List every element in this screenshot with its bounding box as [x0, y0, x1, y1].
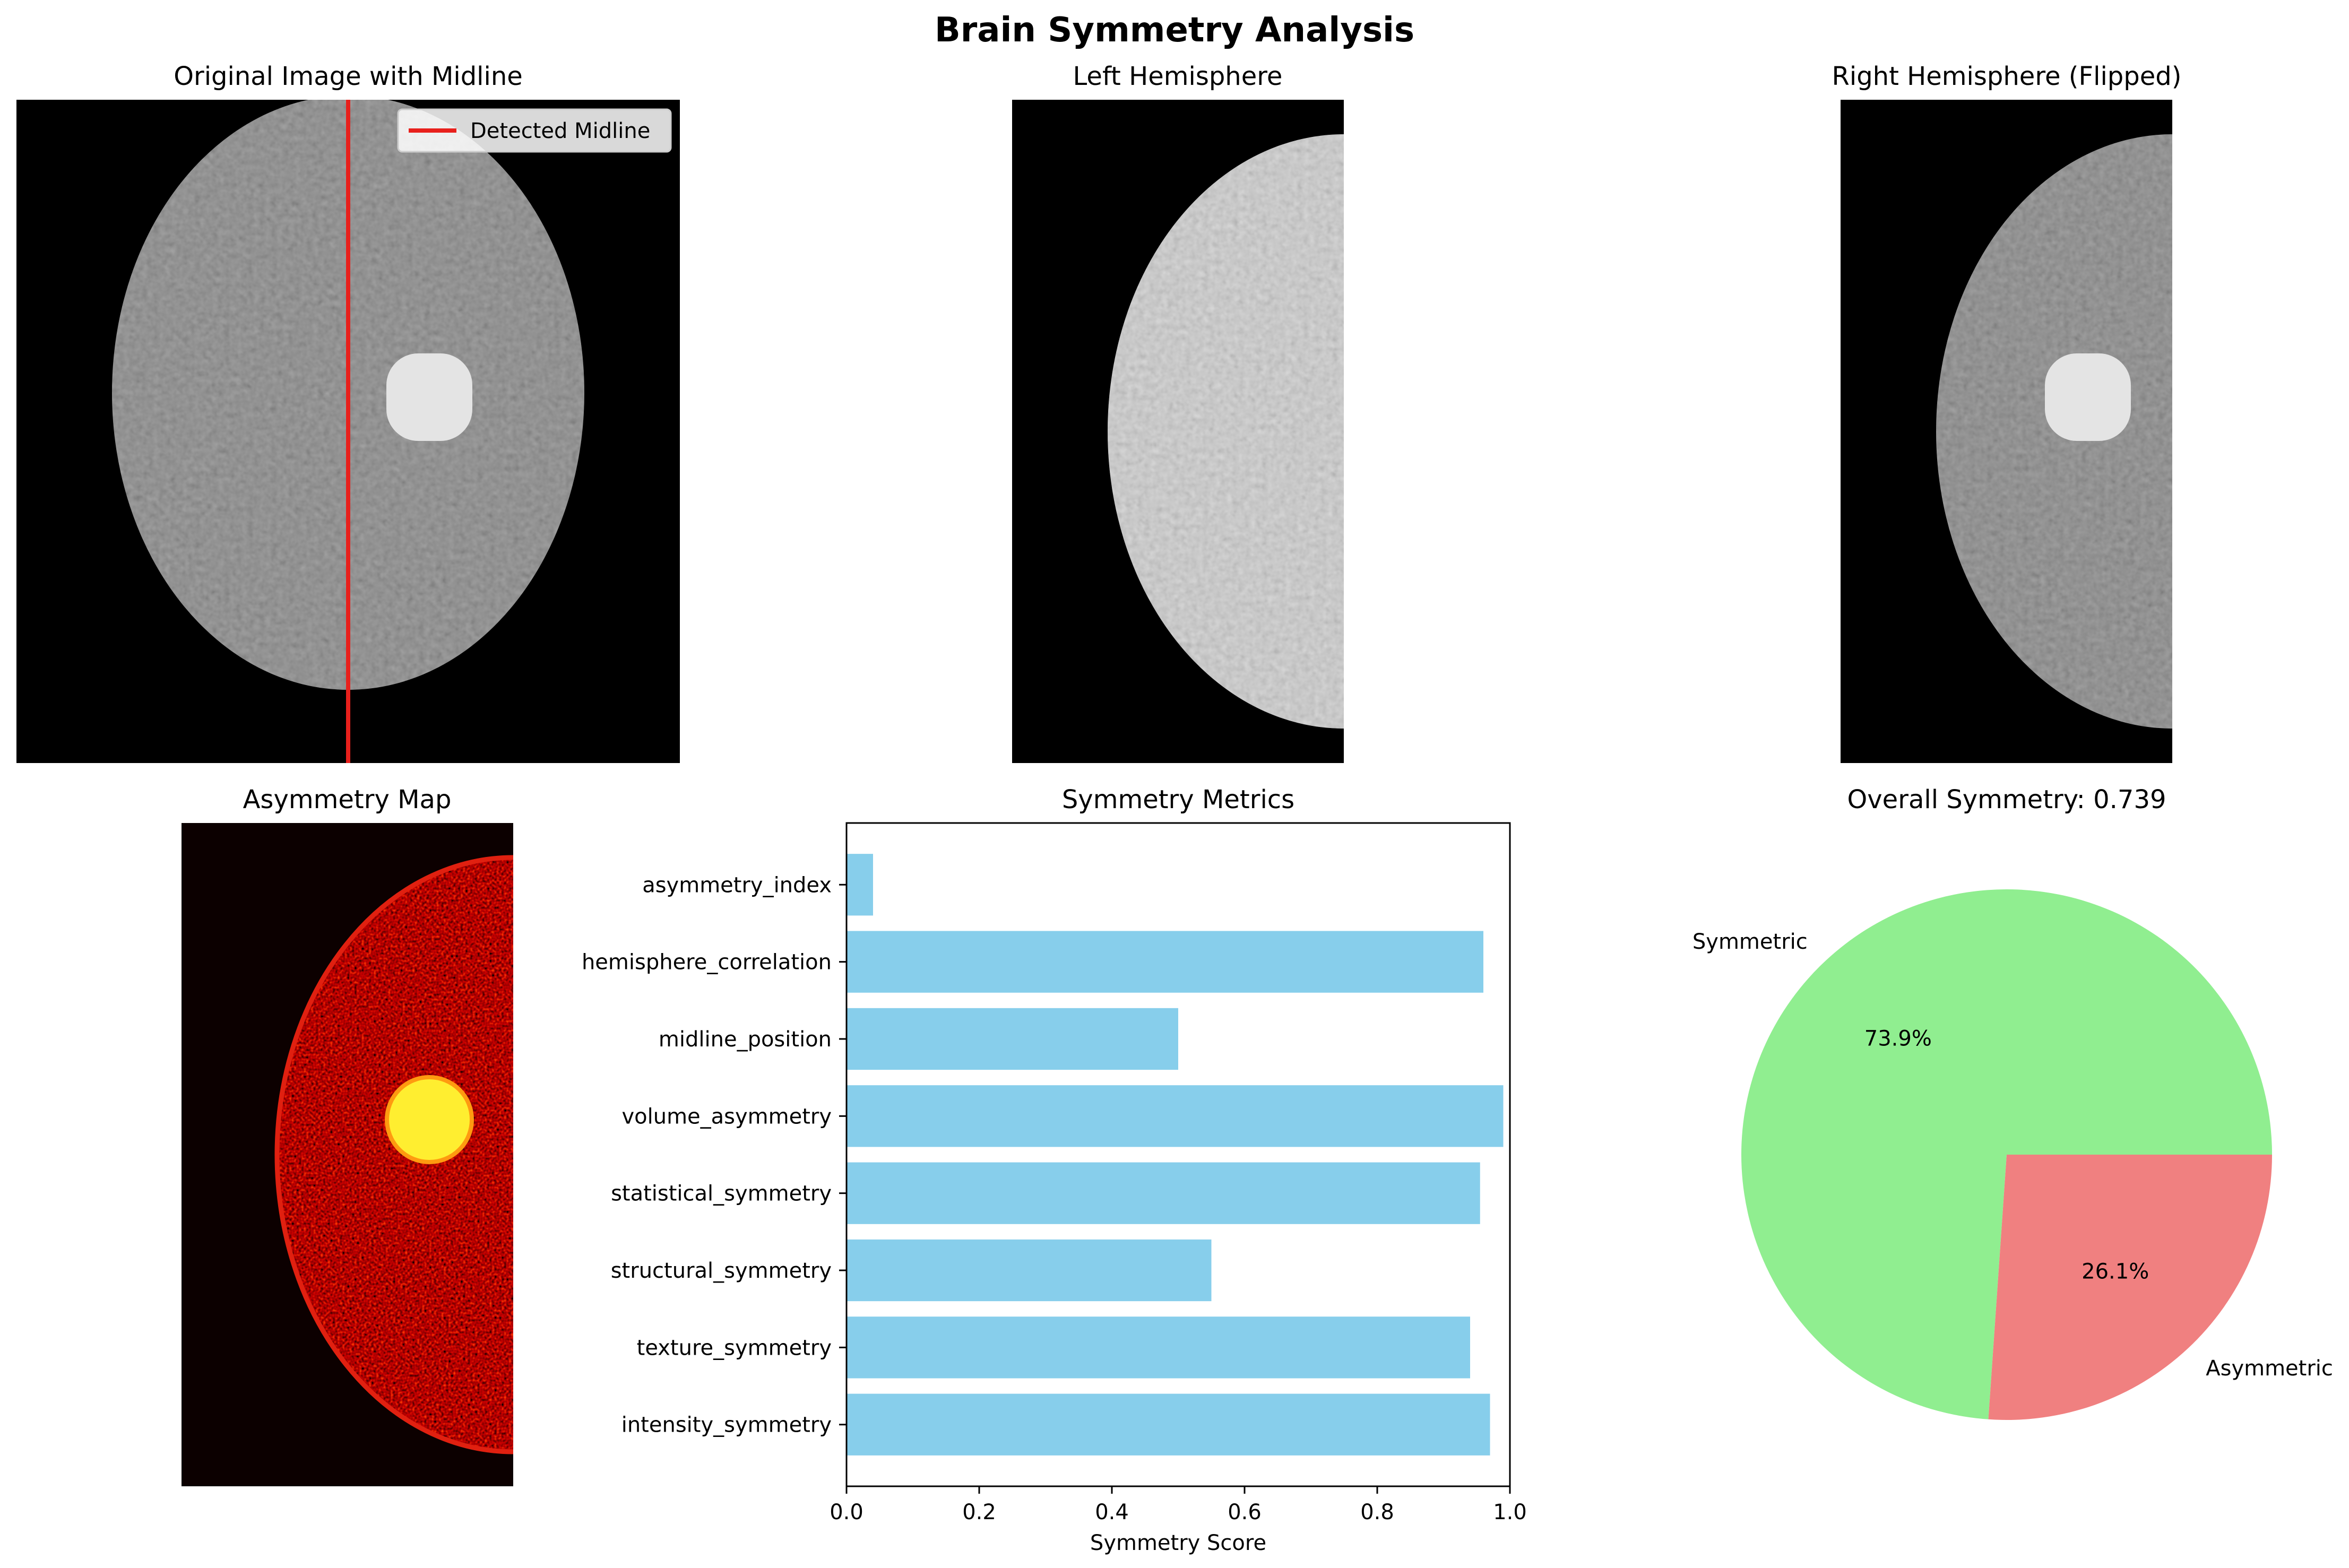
bar-volume_asymmetry: [847, 1085, 1504, 1147]
x-axis-label: Symmetry Score: [1090, 1531, 1266, 1555]
figure-title: Brain Symmetry Analysis: [935, 11, 1414, 50]
x-tick-label: 0.6: [1228, 1500, 1262, 1524]
pie-slice-symmetric: [1741, 889, 2272, 1419]
left-hemisphere-title: Left Hemisphere: [1073, 62, 1283, 91]
original-image-title: Original Image with Midline: [174, 62, 523, 91]
y-tick-label: hemisphere_correlation: [582, 950, 832, 975]
pie-label: Asymmetric: [2206, 1356, 2333, 1381]
pie-pct-label: 73.9%: [1864, 1027, 1932, 1051]
x-tick-label: 0.0: [830, 1500, 863, 1524]
pie-pct-label: 26.1%: [2082, 1259, 2149, 1284]
legend-label: Detected Midline: [470, 119, 650, 143]
asymmetry-hotspot: [387, 1077, 472, 1162]
x-tick-label: 1.0: [1493, 1500, 1527, 1524]
y-tick-label: volume_asymmetry: [621, 1104, 832, 1129]
overall-symmetry-pie: Symmetric 73.9% Asymmetric 26.1%: [1692, 889, 2333, 1420]
y-tick-label: structural_symmetry: [611, 1259, 832, 1283]
pie-label: Symmetric: [1692, 930, 1808, 954]
original-image-panel: [16, 100, 680, 763]
pie-slice-asymmetric: [1988, 1155, 2272, 1420]
y-tick-label: asymmetry_index: [642, 873, 832, 897]
bar-chart-title: Symmetry Metrics: [1062, 785, 1294, 815]
y-tick-label: intensity_symmetry: [621, 1413, 832, 1437]
bar-hemisphere_correlation: [847, 931, 1483, 993]
bar-texture_symmetry: [847, 1316, 1470, 1379]
bar-intensity_symmetry: [847, 1393, 1490, 1456]
symmetry-metrics-chart: Symmetry Metrics intensity_symmetry textur…: [582, 785, 1527, 1555]
bar-statistical_symmetry: [847, 1162, 1480, 1224]
right-hemisphere-title: Right Hemisphere (Flipped): [1832, 62, 2182, 91]
bar-structural_symmetry: [847, 1239, 1212, 1302]
x-tick-label: 0.2: [962, 1500, 996, 1524]
asymmetry-map-title: Asymmetry Map: [243, 785, 452, 815]
right-hemisphere-panel: [1841, 100, 2172, 763]
y-tick-label: midline_position: [659, 1027, 832, 1052]
left-hemisphere-panel: [1012, 100, 1344, 763]
bar-midline_position: [847, 1008, 1178, 1070]
x-tick-label: 0.8: [1360, 1500, 1394, 1524]
lesion-spot: [386, 353, 472, 441]
y-tick-label: texture_symmetry: [637, 1336, 832, 1360]
pie-title: Overall Symmetry: 0.739: [1847, 785, 2166, 815]
x-tick-label: 0.4: [1095, 1500, 1129, 1524]
bar-asymmetry_index: [847, 854, 873, 916]
plot-frame: [845, 822, 1511, 1487]
legend: Detected Midline: [397, 108, 672, 153]
y-tick-label: statistical_symmetry: [611, 1182, 832, 1206]
asymmetry-map-panel: [182, 823, 513, 1486]
